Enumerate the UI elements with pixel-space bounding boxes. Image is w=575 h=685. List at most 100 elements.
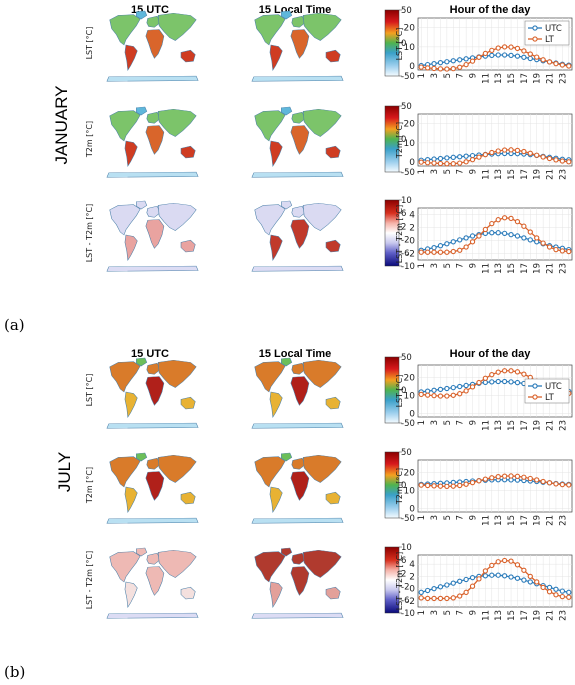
data-point-lt — [495, 217, 501, 223]
data-point-lt — [437, 595, 444, 602]
data-point-lt — [469, 239, 476, 245]
data-point-lt — [489, 475, 495, 481]
x-tick-label: 17 — [520, 263, 530, 274]
data-point-lt — [521, 567, 527, 573]
data-point-lt — [508, 215, 514, 222]
x-tick-label: 13 — [494, 73, 504, 84]
colorbar-tick-label: 0 — [401, 386, 406, 396]
row-label: LST - T2m [°C] — [85, 204, 94, 263]
x-tick-label: 19 — [533, 73, 543, 84]
x-tick-label: 17 — [520, 73, 530, 84]
data-point-lt — [521, 371, 527, 377]
data-point-lt — [553, 481, 559, 487]
data-point-lt — [424, 392, 431, 398]
header-15-local-time: 15 Local Time — [258, 4, 332, 16]
legend-label: UTC — [545, 382, 562, 392]
x-tick-label: 5 — [443, 169, 453, 174]
data-point-lt — [463, 388, 469, 394]
data-point-lt — [463, 244, 469, 250]
colorbar — [384, 199, 400, 267]
data-point-lt — [566, 594, 572, 600]
map-landmass-asia — [157, 202, 197, 231]
colorbar-tick-label: 0 — [401, 39, 406, 49]
data-point-utc — [450, 239, 456, 245]
map-landmass-asia — [302, 12, 342, 41]
data-point-utc — [457, 578, 463, 584]
data-point-lt — [540, 154, 546, 160]
data-point-lt — [418, 391, 424, 398]
map-landmass-south-america — [124, 391, 138, 418]
data-point-lt — [457, 593, 463, 599]
colorbar-tick-label: 50 — [401, 448, 412, 458]
map-landmass-africa — [290, 376, 310, 406]
data-point-lt — [444, 66, 450, 72]
data-point-lt — [489, 149, 495, 156]
x-tick-label: 9 — [469, 263, 479, 268]
map-landmass-europe — [291, 552, 306, 565]
x-tick-label: 13 — [494, 263, 504, 274]
data-point-lt — [534, 152, 540, 158]
map-landmass-australia — [325, 145, 341, 159]
data-point-utc — [450, 580, 456, 586]
map-15-utc — [106, 452, 199, 524]
data-point-lt — [566, 248, 572, 255]
map-landmass-asia — [157, 359, 197, 388]
data-point-lt — [495, 559, 501, 565]
header-15-local-time: 15 Local Time — [258, 348, 332, 360]
map-15-local-time — [251, 200, 344, 272]
data-point-utc — [450, 384, 456, 391]
legend-label: LT — [545, 393, 555, 403]
y-tick-label: 10 — [404, 486, 416, 496]
colorbar-tick-label: 2 — [401, 222, 406, 232]
data-point-lt — [489, 372, 495, 378]
data-point-utc — [431, 244, 437, 251]
y-tick-label: 0 — [409, 62, 415, 72]
map-landmass-asia — [302, 108, 342, 137]
x-tick-label: 17 — [520, 420, 530, 431]
y-tick-label: 0 — [409, 504, 415, 514]
data-point-utc — [418, 589, 424, 595]
data-point-utc — [457, 154, 463, 160]
line-plot-january-3 — [417, 207, 573, 261]
legend-box — [524, 20, 570, 46]
data-point-lt — [489, 47, 495, 54]
x-tick-label: 9 — [469, 420, 479, 425]
data-point-utc — [457, 383, 463, 390]
data-point-lt — [566, 63, 572, 69]
data-point-lt — [514, 473, 521, 479]
x-tick-label: 15 — [507, 610, 517, 621]
data-point-lt — [424, 482, 431, 489]
data-point-lt — [534, 477, 540, 483]
colorbar-tick-label: 0 — [401, 135, 406, 145]
colorbar-tick-label: -50 — [401, 72, 415, 82]
data-point-lt — [514, 562, 521, 568]
data-point-lt — [489, 562, 495, 569]
map-landmass-europe — [146, 205, 161, 218]
data-point-lt — [521, 148, 527, 155]
x-tick-label: 15 — [507, 169, 517, 180]
data-point-lt — [469, 583, 476, 589]
x-tick-label: 1 — [417, 610, 427, 615]
colorbar-tick-label: -2 — [401, 236, 409, 246]
map-landmass-greenland — [281, 452, 293, 462]
data-point-lt — [444, 483, 450, 490]
data-point-lt — [559, 593, 566, 600]
data-point-lt — [431, 65, 437, 72]
data-point-utc — [437, 60, 444, 66]
data-point-utc — [508, 231, 514, 238]
x-tick-label: 13 — [494, 420, 504, 431]
x-tick-label: 19 — [533, 610, 543, 621]
colorbar-tick-label: 6 — [401, 556, 406, 566]
map-landmass-africa — [145, 125, 165, 155]
data-point-utc — [546, 584, 553, 591]
data-point-lt — [437, 66, 444, 72]
map-landmass-africa — [145, 566, 165, 596]
map-15-utc — [106, 357, 199, 429]
x-tick-label: 19 — [533, 420, 543, 431]
legend-box — [524, 378, 570, 404]
x-tick-label: 21 — [546, 73, 556, 84]
map-landmass-greenland — [136, 547, 148, 557]
data-point-lt — [534, 579, 540, 585]
map-landmass-greenland — [281, 200, 293, 210]
data-point-lt — [476, 54, 482, 60]
